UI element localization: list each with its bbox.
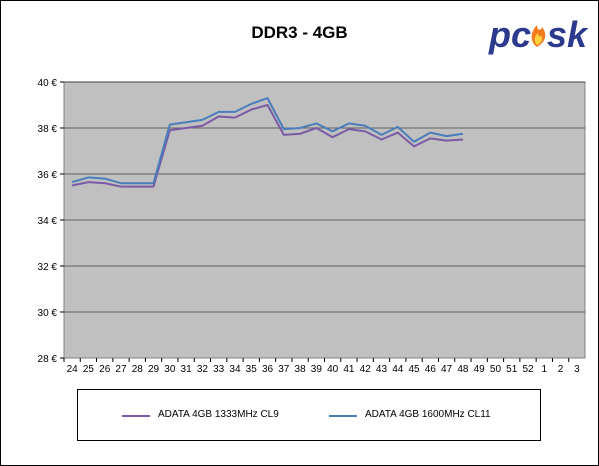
x-axis: 24 25 26 27 28 29 30 31 32 33 34 35 36 37 38 39 40 41 42 43…	[63, 358, 580, 375]
x-tick-label: 3	[574, 364, 580, 375]
x-tick-label: 28	[132, 364, 144, 375]
x-tick-label: 43	[376, 364, 388, 375]
svg-text:sk: sk	[547, 14, 589, 55]
x-tick-label: 35	[246, 364, 258, 375]
x-tick-label: 24	[67, 364, 79, 375]
x-tick-label: 32	[197, 364, 209, 375]
x-tick-label: 38	[295, 364, 307, 375]
x-tick-label: 44	[392, 364, 404, 375]
x-tick-label: 48	[457, 364, 469, 375]
svg-text:pc: pc	[488, 14, 531, 55]
legend-swatch-series-1	[122, 415, 150, 417]
x-tick-label: 1	[542, 364, 548, 375]
y-tick-label: 32 €	[38, 262, 58, 273]
x-tick-label: 31	[181, 364, 193, 375]
series-lines	[71, 97, 464, 188]
x-tick-label: 37	[278, 364, 290, 375]
y-tick-label: 30 €	[38, 308, 58, 319]
legend-swatch-series-2	[329, 415, 357, 417]
y-tick-label: 40 €	[38, 78, 58, 89]
legend-label-series-2: ADATA 4GB 1600MHz CL11	[365, 409, 491, 420]
x-tick-label: 52	[522, 364, 534, 375]
x-tick-label: 50	[490, 364, 502, 375]
plot-svg: 28 € 30 € 32 € 34 € 36 € 38 € 40 € 24 25 26 27 28 2…	[38, 78, 586, 375]
x-tick-label: 49	[474, 364, 486, 375]
y-axis: 28 € 30 € 32 € 34 € 36 € 38 € 40 €	[38, 78, 64, 365]
x-tick-label: 45	[408, 364, 420, 375]
x-tick-label: 33	[213, 364, 225, 375]
series-line-1	[71, 104, 463, 188]
x-tick-label: 29	[148, 364, 160, 375]
x-tick-label: 30	[164, 364, 176, 375]
x-tick-label: 41	[343, 364, 355, 375]
series-line-2	[71, 97, 464, 185]
x-tick-label: 2	[558, 364, 564, 375]
x-tick-label: 26	[99, 364, 111, 375]
x-tick-label: 46	[425, 364, 437, 375]
legend: ADATA 4GB 1333MHz CL9 ADATA 4GB 1600MHz …	[77, 389, 541, 441]
chart-title: DDR3 - 4GB	[251, 23, 348, 42]
y-tick-label: 38 €	[38, 124, 58, 135]
x-tick-label: 51	[506, 364, 518, 375]
x-tick-label: 47	[441, 364, 453, 375]
x-tick-label: 40	[327, 364, 339, 375]
y-tick-label: 36 €	[38, 170, 58, 181]
pcask-logo: pc sk	[488, 14, 589, 55]
y-tick-label: 34 €	[38, 216, 58, 227]
x-tick-label: 27	[115, 364, 127, 375]
legend-label-series-1: ADATA 4GB 1333MHz CL9	[158, 409, 279, 420]
y-tick-label: 28 €	[38, 354, 58, 365]
x-tick-label: 36	[262, 364, 274, 375]
x-tick-label: 39	[311, 364, 323, 375]
x-tick-label: 42	[360, 364, 372, 375]
x-tick-label: 34	[229, 364, 241, 375]
x-tick-label: 25	[83, 364, 95, 375]
